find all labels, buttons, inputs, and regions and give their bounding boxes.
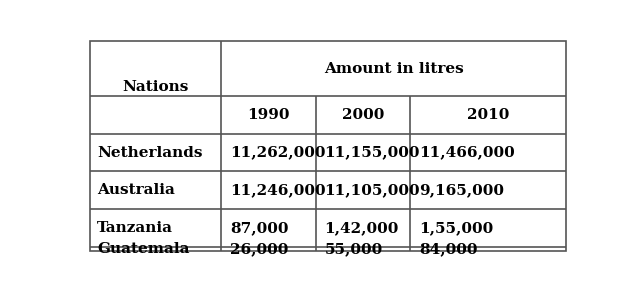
Text: 9,165,000: 9,165,000 xyxy=(419,183,504,197)
Text: Guatemala: Guatemala xyxy=(97,242,190,256)
Text: 55,000: 55,000 xyxy=(324,242,383,256)
Text: 1,42,000: 1,42,000 xyxy=(324,221,399,235)
Text: Netherlands: Netherlands xyxy=(97,146,203,160)
Text: 26,000: 26,000 xyxy=(230,242,289,256)
Text: 11,246,000: 11,246,000 xyxy=(230,183,326,197)
Text: 84,000: 84,000 xyxy=(419,242,477,256)
Text: 2010: 2010 xyxy=(467,108,509,122)
Text: Tanzania: Tanzania xyxy=(97,221,173,235)
Text: Australia: Australia xyxy=(97,183,175,197)
Text: 2000: 2000 xyxy=(342,108,384,122)
Text: 11,466,000: 11,466,000 xyxy=(419,146,515,160)
Text: 11,105,000: 11,105,000 xyxy=(324,183,420,197)
Text: 1,55,000: 1,55,000 xyxy=(419,221,493,235)
Text: 1990: 1990 xyxy=(247,108,290,122)
Text: 11,262,000: 11,262,000 xyxy=(230,146,326,160)
Text: 11,155,000: 11,155,000 xyxy=(324,146,420,160)
Text: Nations: Nations xyxy=(122,80,189,94)
Text: 87,000: 87,000 xyxy=(230,221,289,235)
Text: Amount in litres: Amount in litres xyxy=(324,62,463,76)
